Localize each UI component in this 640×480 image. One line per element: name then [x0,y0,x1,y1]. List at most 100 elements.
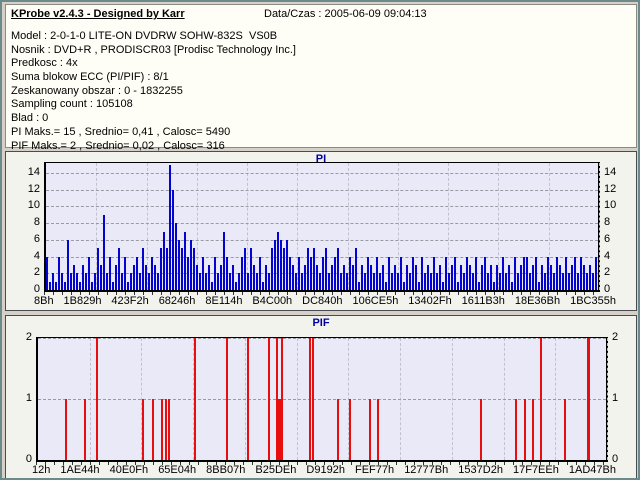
info-line: Suma blokow ECC (PI/PIF) : 8/1 [11,71,169,84]
pi-bar [130,273,132,290]
pi-bar [298,257,300,290]
pi-bar [583,265,585,290]
pif-bar [309,338,311,460]
info-line: PIF Maks.= 2 , Srednio= 0,02 , Calosc= 3… [11,139,225,152]
pi-bar [112,282,114,290]
pi-bar [412,257,414,290]
pi-vertical-gridline [599,163,600,290]
pi-bar [562,273,564,290]
pi-bar [475,257,477,290]
pi-bar [592,273,594,290]
pi-bar [493,282,495,290]
pi-bar [268,273,270,290]
pi-bar [169,165,171,290]
pif-x-tick-label: 12777Bh [404,464,449,476]
pi-bar [127,282,129,290]
pi-bar [274,240,276,290]
pi-bar [433,257,435,290]
pi-x-axis-ticks [44,292,600,295]
pi-vertical-gridline [348,163,349,290]
datetime-label: Data/Czas : 2005-06-09 09:04:13 [264,8,427,20]
app-title: KProbe v2.4.3 - Designed by Karr [11,8,185,20]
pi-bar [139,273,141,290]
pi-bar [157,273,159,290]
info-line: Sampling count : 105108 [11,98,133,111]
pi-bar [328,273,330,290]
pi-bar [499,273,501,290]
pi-bar [271,248,273,290]
pi-bar [223,232,225,290]
pi-bar [358,282,360,290]
pi-bar [559,265,561,290]
pi-bar [331,265,333,290]
pi-bar [58,257,60,290]
pi-bar [448,273,450,290]
pi-bar [463,273,465,290]
pi-bar [124,257,126,290]
pi-bar [370,265,372,290]
pi-bar [349,257,351,290]
pi-y-tick-label: 10 [604,199,617,211]
pif-bar [268,338,270,460]
pi-bar [289,257,291,290]
pi-bar [427,265,429,290]
pif-bar [96,338,98,460]
pi-bar [154,265,156,290]
pi-bar [325,248,327,290]
info-line: Blad : 0 [11,112,49,125]
pi-bar [496,265,498,290]
pif-x-axis-labels: 12h 1AE44h 40E0Fh 65E04h 8BB07h B25DEh D9192h F… [32,464,616,476]
pi-bar [556,257,558,290]
pi-bar [304,265,306,290]
pi-bar [115,265,117,290]
pi-bar [589,265,591,290]
pi-x-tick-label: 106CE5h [352,295,399,307]
pif-bar [377,399,379,460]
pi-bar [94,273,96,290]
pif-bar [152,399,154,460]
pi-bar [142,248,144,290]
pif-bar [276,338,278,460]
pi-bar [301,273,303,290]
pi-bar [577,273,579,290]
pi-bar [199,273,201,290]
pi-bar [508,265,510,290]
pi-bar [184,232,186,290]
pif-x-tick-label: 40E0Fh [109,464,149,476]
pi-bar [286,240,288,290]
pif-bar [165,399,167,460]
pi-bar [505,273,507,290]
pi-bar [238,273,240,290]
pif-bar [278,399,282,460]
pi-bar [295,273,297,290]
pi-bar [484,257,486,290]
pi-y-tick-label: 4 [33,250,40,262]
pi-bar [97,248,99,290]
pif-bar [369,399,371,460]
pi-x-axis-labels: 8Bh 1B829h 423F2h 68246h 8E114h B4C00h DC840h 1… [34,295,616,307]
pif-x-tick-label: D9192h [306,464,345,476]
pif-bar [247,338,249,460]
pi-bar [385,282,387,290]
pi-bar [175,223,177,290]
pi-bar [256,273,258,290]
pi-bar [307,248,309,290]
pi-bar [208,265,210,290]
pi-bar [343,265,345,290]
pi-bar [262,282,264,290]
pi-bar [88,257,90,290]
pi-bar [529,273,531,290]
pif-chart-panel: PIF 0 0 1 1 2 2 12h 1AE44h 40E0Fh 65E04h 8BB07h B25… [5,315,637,478]
pi-bar [460,265,462,290]
pi-bar [550,265,552,290]
pi-plot-area [44,162,600,292]
pi-bar [535,257,537,290]
pif-bar [540,338,542,460]
pif-gridline [38,399,606,400]
pif-bar [161,399,163,460]
pi-gridline [46,223,598,225]
pi-bar [442,282,444,290]
info-line: Zeskanowany obszar : 0 - 1832255 [11,84,183,97]
pif-x-tick-label: 1AE44h [60,464,100,476]
pi-vertical-gridline [448,163,449,290]
